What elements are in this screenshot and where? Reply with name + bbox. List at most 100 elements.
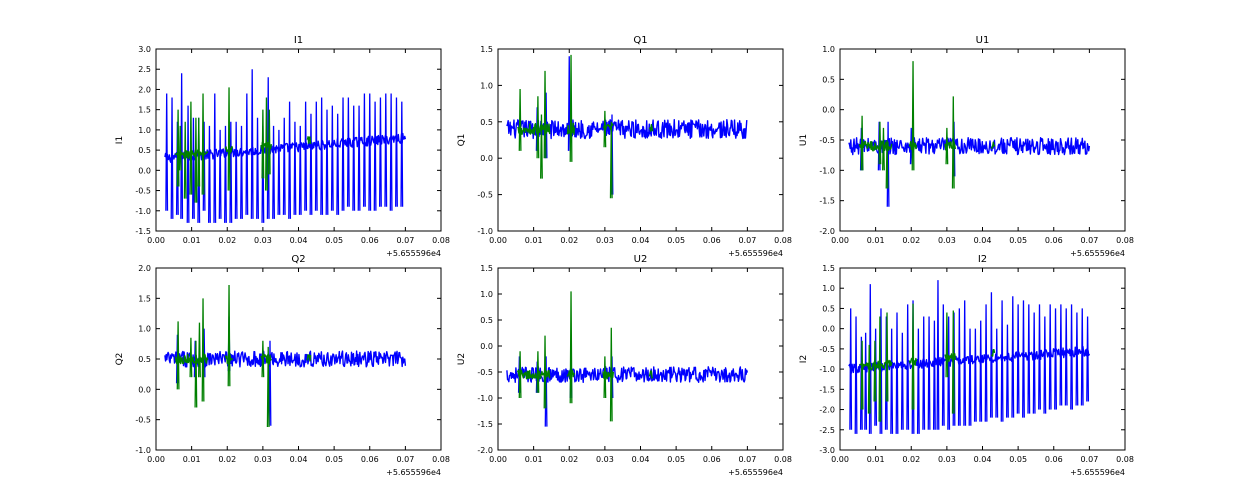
series-1-spike-i1 <box>277 129 281 215</box>
y-tick-label-u1: -2.0 <box>819 227 835 236</box>
x-tick-label-q1: 0.01 <box>525 236 543 245</box>
y-tick-label-i2: -1.5 <box>819 385 835 394</box>
y-tick-label-i2: 0.5 <box>822 304 835 313</box>
series-1-spike-i1 <box>170 97 174 219</box>
series-2-spike-u1 <box>911 61 915 171</box>
y-tick-label-u1: -1.0 <box>819 166 835 175</box>
plot-area-u1 <box>848 61 1091 207</box>
y-tick-label-q1: 1.0 <box>480 81 493 90</box>
x-tick-label-u1: 0.08 <box>1116 236 1134 245</box>
series-2-spike-i1 <box>189 101 193 195</box>
y-tick-label-u2: -1.0 <box>477 394 493 403</box>
x-tick-label-u1: 0.05 <box>1009 236 1027 245</box>
x-tick-label-u1: 0.02 <box>902 236 920 245</box>
y-axis-label-i1: I1 <box>115 136 125 144</box>
series-2-spike-i1 <box>183 121 187 199</box>
x-tick-label-i2: 0.06 <box>1045 455 1063 464</box>
x-tick-label-u1: 0.07 <box>1080 236 1098 245</box>
series-1-spike-i2 <box>989 292 993 418</box>
series-1-spike-i2 <box>849 308 853 430</box>
x-tick-label-q2: 0.01 <box>183 455 201 464</box>
y-tick-label-q1: -0.5 <box>477 191 493 200</box>
x-tick-label-i1: 0.07 <box>396 236 414 245</box>
x-tick-label-i2: 0.08 <box>1116 455 1134 464</box>
series-1-spike-i2 <box>936 280 940 430</box>
x-offset-text-u1: +5.655596e4 <box>1070 249 1125 258</box>
series-1-spike-i1 <box>373 101 377 211</box>
series-1-spike-i1 <box>186 105 190 223</box>
series-2-spike-u1 <box>885 139 889 189</box>
y-tick-label-i2: 0.0 <box>822 325 835 334</box>
series-2-spike-i1 <box>261 109 265 179</box>
series-1-spike-i2 <box>1086 316 1090 402</box>
series-1-spike-i2 <box>932 320 936 430</box>
series-2-spike-u2 <box>609 327 613 422</box>
x-tick-label-u2: 0.00 <box>489 455 507 464</box>
series-1-spike-i2 <box>1054 308 1057 410</box>
x-offset-text-q1: +5.655596e4 <box>728 249 783 258</box>
x-tick-label-i1: 0.05 <box>325 236 343 245</box>
series-1-spike-i1 <box>325 109 329 215</box>
series-1-spike-i1 <box>384 93 388 207</box>
y-tick-label-u1: -1.5 <box>819 197 835 206</box>
series-1-spike-i1 <box>213 93 217 223</box>
x-tick-label-i2: 0.00 <box>831 455 849 464</box>
series-2-spike-i1 <box>267 109 271 175</box>
series-1-spike-i2 <box>1059 304 1063 406</box>
series-1-spike-i2 <box>1000 300 1004 422</box>
series-2-spike-q2 <box>227 284 231 387</box>
series-1-spike-i2 <box>890 328 894 434</box>
series-1-spike-i2 <box>1022 300 1025 418</box>
series-1-spike-i2 <box>1043 316 1047 414</box>
series-1-spike-i1 <box>234 121 238 219</box>
plot-area-u2 <box>506 291 749 427</box>
y-tick-label-i2: -2.5 <box>819 426 835 435</box>
y-tick-label-u2: 0.0 <box>480 342 493 351</box>
series-1-spike-i1 <box>346 97 350 207</box>
x-tick-label-u2: 0.02 <box>560 455 578 464</box>
x-tick-label-i1: 0.00 <box>147 236 165 245</box>
x-tick-label-i2: 0.04 <box>974 455 992 464</box>
x-tick-label-i1: 0.01 <box>183 236 201 245</box>
series-2-spike-q2 <box>194 340 198 408</box>
y-tick-label-q1: 0.0 <box>480 154 493 163</box>
series-2-spike-u2 <box>603 356 607 399</box>
y-axis-label-q1: Q1 <box>457 134 467 147</box>
y-tick-label-i2: -3.0 <box>819 446 835 455</box>
x-tick-label-i1: 0.08 <box>432 236 450 245</box>
y-tick-label-u2: -2.0 <box>477 446 493 455</box>
series-1-spike-i2 <box>1070 304 1074 410</box>
x-tick-label-q2: 0.00 <box>147 455 165 464</box>
series-1-spike-i2 <box>900 332 904 430</box>
series-1-spike-i2 <box>927 316 931 430</box>
y-tick-label-q2: 0.5 <box>138 355 151 364</box>
y-tick-label-i1: 1.0 <box>138 126 151 135</box>
y-tick-label-i2: -2.0 <box>819 406 835 415</box>
x-tick-label-q1: 0.04 <box>632 236 650 245</box>
series-2-spike-i2 <box>873 340 877 402</box>
series-1-spike-i1 <box>395 97 398 207</box>
series-1-spike-i1 <box>341 97 345 211</box>
x-offset-text-i2: +5.655596e4 <box>1070 468 1125 477</box>
series-1-spike-i1 <box>309 113 313 215</box>
y-tick-label-i2: -1.0 <box>819 365 835 374</box>
series-2-spike-i2 <box>911 303 915 410</box>
y-tick-label-q2: -0.5 <box>135 416 151 425</box>
series-1-spike-i1 <box>378 97 382 207</box>
x-offset-text-u2: +5.655596e4 <box>728 468 783 477</box>
series-1-spike-i1 <box>293 121 297 215</box>
x-tick-label-u1: 0.06 <box>1045 236 1063 245</box>
y-tick-label-i1: 3.0 <box>138 45 151 54</box>
series-1-spike-i1 <box>352 105 356 211</box>
x-tick-label-u2: 0.06 <box>703 455 721 464</box>
series-2-spike-q1 <box>609 121 613 199</box>
series-1-spike-i2 <box>1080 308 1084 406</box>
panel-title-i1: I1 <box>294 35 303 46</box>
series-2-spike-q2 <box>198 322 201 378</box>
y-tick-label-i1: 2.0 <box>138 85 151 94</box>
y-tick-label-i1: 2.5 <box>138 65 151 74</box>
series-1-spike-i1 <box>250 69 254 219</box>
series-1-spike-i2 <box>963 300 967 426</box>
x-tick-label-i1: 0.06 <box>361 236 379 245</box>
